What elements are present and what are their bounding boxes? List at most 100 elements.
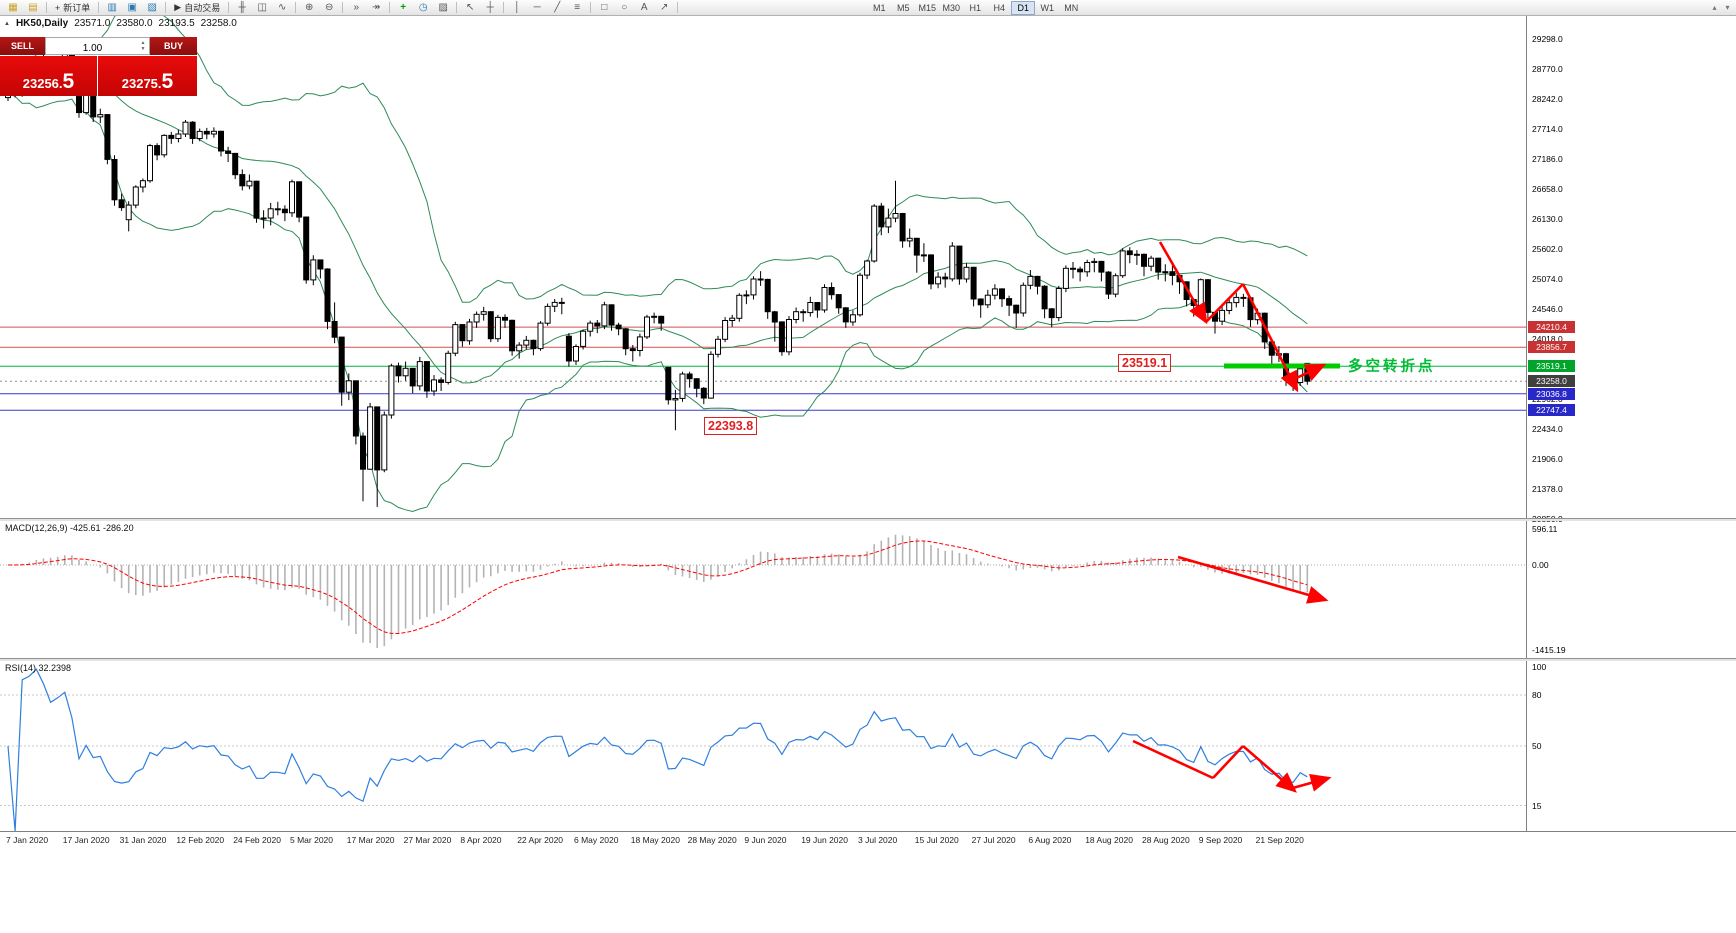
date-axis-label: 31 Jan 2020 bbox=[119, 835, 167, 845]
toolbar-separator bbox=[503, 2, 505, 13]
buy-price-main: 23275 bbox=[121, 76, 158, 91]
crosshair-icon[interactable]: ┼ bbox=[486, 2, 494, 13]
bar-chart-icon[interactable]: ╫ bbox=[238, 2, 246, 13]
chart-shift-icon[interactable]: ↠ bbox=[372, 2, 381, 13]
macd-axis-tick: 0.00 bbox=[1532, 560, 1549, 570]
sell-price-quote[interactable]: 23256. 5 bbox=[0, 56, 97, 96]
timeframe-W1[interactable]: W1 bbox=[1040, 2, 1054, 13]
price-axis[interactable]: 29298.0 28770.0 28242.0 27714.0 27186.0 26658… bbox=[1526, 16, 1736, 850]
toolbar: ▦ ▤ + 新订单 ▥ ▣ ▧ ▶ 自动交易 ╫ ◫ ∿ ⊕ ⊖ » ↠ + ◷… bbox=[0, 0, 1736, 16]
volume-field[interactable]: ▲ ▼ bbox=[45, 37, 150, 57]
toolbar-separator bbox=[456, 2, 458, 13]
zoom-in-icon[interactable]: ⊕ bbox=[305, 2, 314, 13]
rsi-axis-tick: 15 bbox=[1532, 800, 1542, 811]
low-value: 23193.5 bbox=[158, 18, 195, 29]
turning-point-annotation: 多空转折点 bbox=[1348, 359, 1436, 375]
toolbar-separator bbox=[165, 2, 167, 13]
new-chart-icon[interactable]: ▦ bbox=[8, 2, 18, 13]
data-window-icon[interactable]: ▣ bbox=[127, 2, 137, 13]
price-axis-tick: 26130.0 bbox=[1532, 214, 1563, 224]
toolbar-separator bbox=[677, 2, 679, 13]
price-axis-tick: 21906.0 bbox=[1532, 454, 1563, 464]
line-chart-icon[interactable]: ∿ bbox=[278, 2, 287, 13]
date-axis-label: 12 Feb 2020 bbox=[176, 835, 225, 845]
panel-separator[interactable] bbox=[0, 518, 1736, 521]
ellipse-tool-icon[interactable]: ○ bbox=[621, 2, 628, 13]
date-axis-label: 24 Feb 2020 bbox=[233, 835, 281, 845]
panel-separator[interactable] bbox=[0, 658, 1736, 661]
indicators-icon[interactable]: + bbox=[400, 2, 407, 13]
collapse-trade-panel-icon[interactable]: ▲ bbox=[4, 20, 10, 27]
new-order-button[interactable]: + 新订单 bbox=[50, 1, 95, 15]
candlestick-chart-icon[interactable]: ◫ bbox=[257, 2, 267, 13]
macd-panel[interactable] bbox=[0, 521, 1526, 658]
timeframe-M5[interactable]: M5 bbox=[896, 2, 910, 13]
toolbar-separator bbox=[389, 2, 391, 13]
rsi-panel[interactable] bbox=[0, 661, 1526, 831]
price-axis-tick: 24018.0 bbox=[1532, 334, 1563, 344]
macd-axis-tick: -1415.19 bbox=[1532, 645, 1566, 655]
volume-input[interactable] bbox=[46, 40, 149, 57]
buy-price-pip: 5 bbox=[161, 70, 174, 93]
timeframe-M15[interactable]: M15 bbox=[918, 2, 936, 13]
market-watch-icon[interactable]: ▥ bbox=[107, 2, 117, 13]
price-axis-tick: 21378.0 bbox=[1532, 484, 1563, 494]
toolbar-separator bbox=[590, 2, 592, 13]
auto-scroll-icon[interactable]: » bbox=[353, 2, 359, 13]
fibonacci-icon[interactable]: ≡ bbox=[574, 2, 581, 13]
timeframe-MN[interactable]: MN bbox=[1064, 2, 1079, 13]
date-axis-label: 27 Jul 2020 bbox=[971, 835, 1016, 845]
toolbar-overflow-up-icon[interactable]: ▴ bbox=[1712, 3, 1717, 12]
date-axis-label: 9 Sep 2020 bbox=[1198, 835, 1243, 845]
buy-price-dot: . bbox=[157, 76, 162, 91]
price-level-tag: 23036.8 bbox=[1528, 387, 1575, 400]
templates-icon[interactable]: ▨ bbox=[438, 2, 448, 13]
sell-price-main: 23256 bbox=[22, 76, 59, 91]
timeframe-M30[interactable]: M30 bbox=[942, 2, 960, 13]
date-axis-label: 3 Jul 2020 bbox=[858, 835, 898, 845]
periods-icon[interactable]: ◷ bbox=[418, 2, 428, 13]
price-axis-tick: 25074.0 bbox=[1532, 274, 1563, 284]
price-axis-tick: 25602.0 bbox=[1532, 244, 1563, 254]
timeframe-group: M1 M5 M15 M30 H1 H4 D1 W1 MN bbox=[867, 0, 1083, 15]
price-level-tag: 24210.4 bbox=[1528, 321, 1575, 334]
navigator-icon[interactable]: ▧ bbox=[147, 2, 157, 13]
cursor-icon[interactable]: ↖ bbox=[466, 2, 475, 13]
timeframe-M1[interactable]: M1 bbox=[872, 2, 886, 13]
price-level-tag: 22747.4 bbox=[1528, 404, 1575, 417]
rectangle-tool-icon[interactable]: □ bbox=[601, 2, 608, 13]
autotrading-play-icon: ▶ bbox=[174, 2, 182, 12]
price-axis-tick: 26658.0 bbox=[1532, 184, 1563, 194]
vertical-line-icon[interactable]: │ bbox=[514, 2, 521, 13]
date-axis[interactable]: 7 Jan 2020 17 Jan 2020 31 Jan 2020 12 Feb 2… bbox=[0, 831, 1736, 850]
volume-up-icon[interactable]: ▲ bbox=[140, 40, 146, 46]
high-value: 23580.0 bbox=[116, 18, 153, 29]
volume-down-icon[interactable]: ▼ bbox=[140, 46, 146, 52]
autotrading-button[interactable]: ▶ 自动交易 bbox=[169, 1, 225, 15]
arrow-tool-icon[interactable]: ↗ bbox=[660, 2, 669, 13]
main-price-chart[interactable] bbox=[0, 16, 1526, 518]
one-click-trading-panel: SELL ▲ ▼ BUY 23256.5 23275.5 bbox=[0, 37, 197, 96]
buy-button[interactable]: BUY bbox=[150, 37, 197, 55]
horizontal-line-icon[interactable]: ─ bbox=[533, 2, 541, 13]
toolbar-overflow-down-icon[interactable]: ▾ bbox=[1725, 3, 1730, 12]
timeframe-H1[interactable]: H1 bbox=[969, 2, 981, 13]
rsi-axis-tick: 50 bbox=[1532, 741, 1542, 751]
rsi-indicator-label: RSI(14) 32.2398 bbox=[5, 663, 72, 673]
toolbar-separator bbox=[295, 2, 297, 13]
zoom-out-icon[interactable]: ⊖ bbox=[325, 2, 334, 13]
date-axis-label: 28 May 2020 bbox=[687, 835, 737, 845]
profiles-icon[interactable]: ▤ bbox=[28, 2, 38, 13]
date-axis-label: 8 Apr 2020 bbox=[460, 835, 502, 845]
toolbar-separator bbox=[98, 2, 100, 13]
timeframe-H4[interactable]: H4 bbox=[993, 2, 1005, 13]
macd-indicator-label: MACD(12,26,9) -425.61 -286.20 bbox=[5, 523, 134, 533]
toolbar-separator bbox=[342, 2, 344, 13]
date-axis-label: 18 Aug 2020 bbox=[1085, 835, 1133, 845]
rsi-axis-tick: 100 bbox=[1532, 662, 1547, 672]
buy-price-quote[interactable]: 23275. 5 bbox=[98, 56, 197, 96]
timeframe-D1[interactable]: D1 bbox=[1011, 0, 1036, 15]
sell-button[interactable]: SELL bbox=[0, 37, 45, 55]
trendline-icon[interactable]: ╱ bbox=[554, 2, 561, 13]
text-tool-icon[interactable]: A bbox=[640, 2, 648, 13]
